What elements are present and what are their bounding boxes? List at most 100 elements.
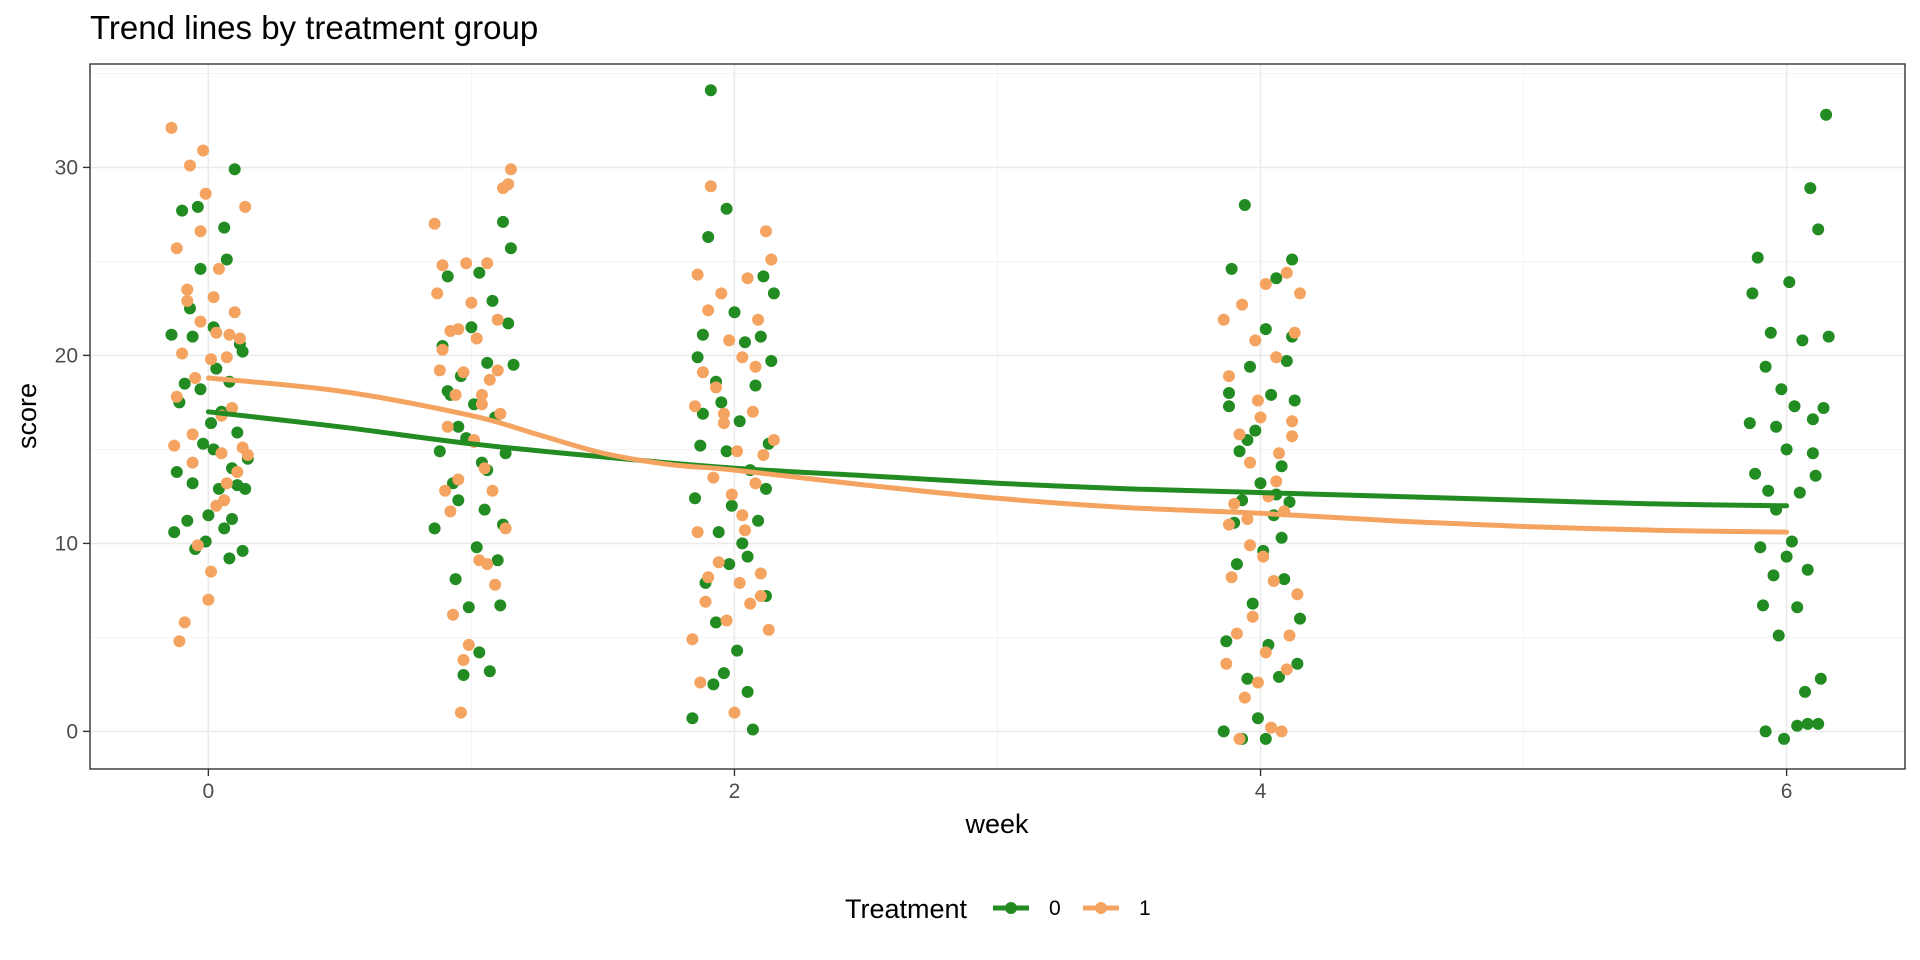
- data-point-series-1: [178, 616, 191, 629]
- data-point-series-0: [1764, 326, 1777, 339]
- data-point-series-1: [1223, 518, 1235, 531]
- data-point-series-1: [170, 242, 183, 255]
- data-point-series-1: [728, 706, 741, 719]
- data-point-series-0: [202, 509, 215, 522]
- data-point-series-1: [1270, 475, 1283, 488]
- data-point-series-1: [1217, 313, 1230, 326]
- axes: 0 2 4 6 0 10 20 30: [55, 156, 1793, 803]
- data-point-series-0: [452, 494, 465, 507]
- data-point-series-0: [720, 445, 733, 458]
- data-point-series-0: [1238, 199, 1251, 211]
- data-point-series-0: [1220, 635, 1233, 648]
- data-point-series-0: [1286, 253, 1299, 266]
- data-point-series-0: [1757, 599, 1769, 612]
- data-point-series-0: [1288, 394, 1301, 407]
- data-point-series-0: [1801, 717, 1814, 730]
- data-point-series-0: [205, 417, 217, 430]
- data-point-series-0: [504, 242, 517, 255]
- data-point-series-1: [205, 565, 217, 578]
- data-point-series-1: [202, 593, 215, 606]
- data-point-series-1: [731, 445, 744, 458]
- data-point-series-0: [228, 163, 241, 176]
- data-point-series-0: [725, 499, 738, 512]
- data-point-series-0: [165, 328, 178, 341]
- data-point-series-0: [457, 669, 470, 681]
- data-point-series-0: [470, 541, 483, 554]
- data-point-series-1: [1283, 629, 1296, 642]
- data-point-series-0: [1759, 360, 1772, 373]
- data-point-series-1: [1220, 657, 1233, 670]
- data-point-series-1: [186, 428, 199, 441]
- data-point-series-0: [710, 616, 722, 629]
- data-point-series-1: [220, 351, 233, 364]
- data-point-series-0: [478, 503, 491, 516]
- data-point-series-0: [507, 358, 520, 371]
- data-point-series-0: [1280, 355, 1293, 367]
- data-point-series-1: [689, 400, 701, 413]
- data-point-series-0: [1754, 541, 1767, 554]
- legend-title: Treatment: [845, 894, 968, 924]
- data-point-series-0: [715, 396, 728, 409]
- data-point-series-0: [1791, 719, 1804, 732]
- data-point-series-1: [504, 163, 517, 176]
- data-point-series-1: [1230, 627, 1243, 640]
- data-point-series-0: [1223, 387, 1235, 399]
- data-point-series-0: [754, 330, 767, 343]
- data-point-series-1: [717, 407, 730, 420]
- data-point-series-1: [1259, 278, 1272, 290]
- data-point-series-1: [491, 364, 504, 377]
- data-point-series-0: [194, 383, 207, 396]
- data-point-series-0: [226, 513, 238, 525]
- data-point-series-0: [696, 407, 709, 420]
- data-point-series-1: [436, 343, 449, 356]
- data-point-series-0: [1822, 330, 1835, 343]
- data-point-series-0: [723, 558, 736, 571]
- data-point-series-0: [733, 415, 746, 428]
- data-point-series-1: [1251, 394, 1264, 407]
- data-point-series-1: [491, 313, 504, 326]
- data-point-series-1: [1251, 676, 1264, 689]
- data-point-series-0: [1233, 445, 1246, 458]
- data-point-series-0: [441, 270, 454, 283]
- data-point-series-0: [1809, 469, 1822, 482]
- data-point-series-1: [436, 259, 449, 272]
- data-point-series-0: [1251, 712, 1264, 725]
- data-point-series-0: [746, 723, 759, 736]
- data-point-series-0: [1275, 460, 1288, 473]
- data-point-series-0: [1793, 486, 1806, 499]
- data-point-series-1: [1241, 513, 1254, 525]
- data-point-series-0: [689, 492, 701, 505]
- data-point-series-1: [739, 524, 751, 537]
- data-point-series-1: [704, 180, 717, 193]
- data-point-series-1: [725, 488, 738, 501]
- data-point-series-1: [1238, 691, 1251, 704]
- data-point-series-1: [744, 597, 757, 610]
- data-point-series-1: [439, 484, 452, 497]
- data-point-series-1: [428, 217, 441, 230]
- y-tick-label: 10: [55, 532, 78, 555]
- data-point-series-0: [1801, 563, 1814, 576]
- data-point-series-0: [1217, 725, 1230, 738]
- data-point-series-0: [170, 466, 183, 478]
- chart-title: Trend lines by treatment group: [90, 9, 538, 46]
- data-point-series-1: [194, 315, 207, 328]
- x-tick-label: 0: [203, 780, 215, 803]
- data-point-series-0: [1820, 108, 1833, 121]
- data-point-series-0: [191, 200, 204, 213]
- data-point-series-1: [1244, 539, 1256, 552]
- data-point-series-1: [239, 200, 252, 213]
- trend-lines: [205, 375, 1790, 535]
- data-point-series-1: [462, 638, 475, 651]
- data-point-series-0: [1762, 484, 1775, 497]
- data-point-series-0: [1283, 496, 1296, 508]
- data-point-series-0: [1294, 612, 1306, 625]
- y-tick-label: 0: [66, 720, 78, 743]
- legend-key-point-0: [1005, 902, 1017, 914]
- y-tick-label: 20: [55, 344, 78, 367]
- data-point-series-1: [752, 313, 765, 326]
- data-point-series-1: [447, 608, 459, 621]
- data-point-series-0: [236, 544, 249, 557]
- data-point-series-1: [231, 466, 244, 478]
- data-point-series-1: [494, 407, 507, 420]
